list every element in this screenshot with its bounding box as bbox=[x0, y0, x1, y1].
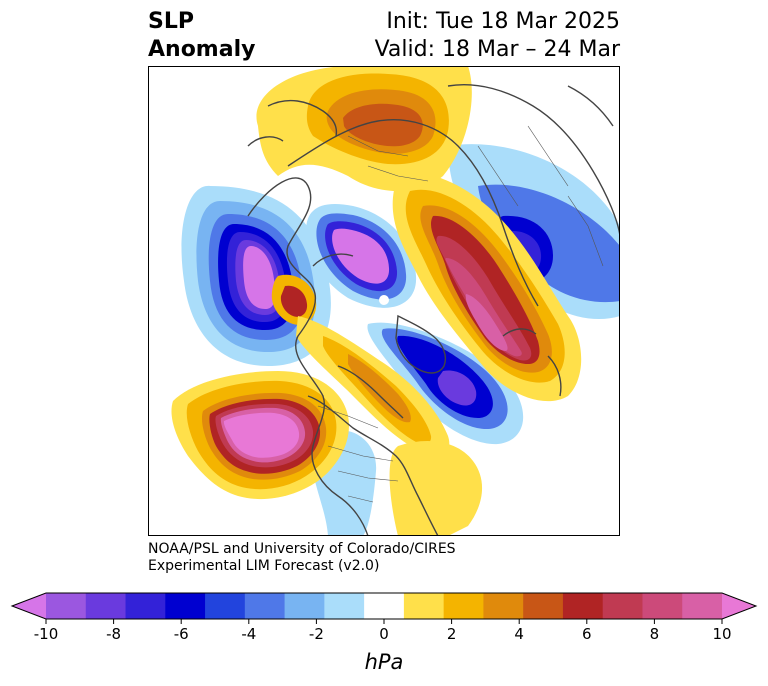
colorbar-segment bbox=[46, 593, 87, 619]
title-line1: SLP bbox=[148, 9, 194, 34]
colorbar-ticks: -10 -8 -6 -4 -2 0 2 4 6 8 10 bbox=[34, 619, 732, 643]
colorbar-segment bbox=[483, 593, 524, 619]
colorbar-segment bbox=[165, 593, 206, 619]
colorbar-segment bbox=[523, 593, 564, 619]
colorbar-segment bbox=[125, 593, 166, 619]
colorbar-segment bbox=[284, 593, 325, 619]
colorbar-segment bbox=[642, 593, 683, 619]
colorbar-tick-label: 8 bbox=[650, 625, 660, 643]
colorbar-segment bbox=[562, 593, 604, 619]
country-borders bbox=[317, 125, 604, 503]
low-atlantic bbox=[367, 322, 524, 445]
colorbar-segment bbox=[364, 593, 405, 619]
colorbar: -10 -8 -6 -4 -2 0 2 4 6 8 10 hPa bbox=[10, 592, 758, 674]
colorbar-extend-high bbox=[722, 593, 756, 619]
low-arctic bbox=[306, 203, 417, 308]
colorbar-segment bbox=[403, 593, 445, 619]
high-canada bbox=[296, 316, 450, 456]
map-title: SLP Anomaly bbox=[148, 8, 255, 64]
credit-line1: NOAA/PSL and University of Colorado/CIRE… bbox=[148, 541, 456, 557]
colorbar-tick-label: 2 bbox=[447, 625, 457, 643]
north-pole-marker bbox=[379, 295, 389, 305]
colorbar-segment bbox=[205, 593, 246, 619]
colorbar-segments bbox=[10, 592, 758, 620]
coastlines bbox=[247, 84, 620, 536]
colorbar-tick-label: 10 bbox=[712, 625, 731, 643]
anomaly-map bbox=[148, 66, 620, 536]
high-europe bbox=[256, 66, 472, 191]
colorbar-tick-label: 0 bbox=[379, 625, 389, 643]
high-east-pacific bbox=[171, 371, 349, 500]
colorbar-segment bbox=[682, 593, 723, 619]
colorbar-tick-label: -4 bbox=[241, 625, 256, 643]
init-date: Init: Tue 18 Mar 2025 bbox=[386, 9, 620, 34]
high-asia bbox=[392, 173, 582, 402]
title-line2: Anomaly bbox=[148, 37, 256, 62]
colorbar-tick-label: 6 bbox=[582, 625, 592, 643]
colorbar-segment bbox=[324, 593, 365, 619]
valid-range: Valid: 18 Mar – 24 Mar bbox=[374, 37, 620, 62]
colorbar-segment bbox=[602, 593, 643, 619]
colorbar-label: hPa bbox=[365, 650, 404, 674]
colorbar-tick-label: -10 bbox=[34, 625, 59, 643]
credit-line2: Experimental LIM Forecast (v2.0) bbox=[148, 558, 380, 574]
colorbar-tick-label: -8 bbox=[106, 625, 121, 643]
colorbar-segment bbox=[244, 593, 286, 619]
forecast-dates: Init: Tue 18 Mar 2025 Valid: 18 Mar – 24… bbox=[375, 8, 620, 64]
colorbar-tick-label: 4 bbox=[514, 625, 524, 643]
colorbar-tick-label: -2 bbox=[309, 625, 324, 643]
high-alaska bbox=[271, 274, 317, 325]
credit-text: NOAA/PSL and University of Colorado/CIRE… bbox=[148, 541, 456, 575]
colorbar-segment bbox=[443, 593, 484, 619]
colorbar-segment bbox=[85, 593, 127, 619]
high-atlantic bbox=[389, 441, 483, 536]
colorbar-tick-label: -6 bbox=[174, 625, 189, 643]
colorbar-extend-low bbox=[12, 593, 46, 619]
